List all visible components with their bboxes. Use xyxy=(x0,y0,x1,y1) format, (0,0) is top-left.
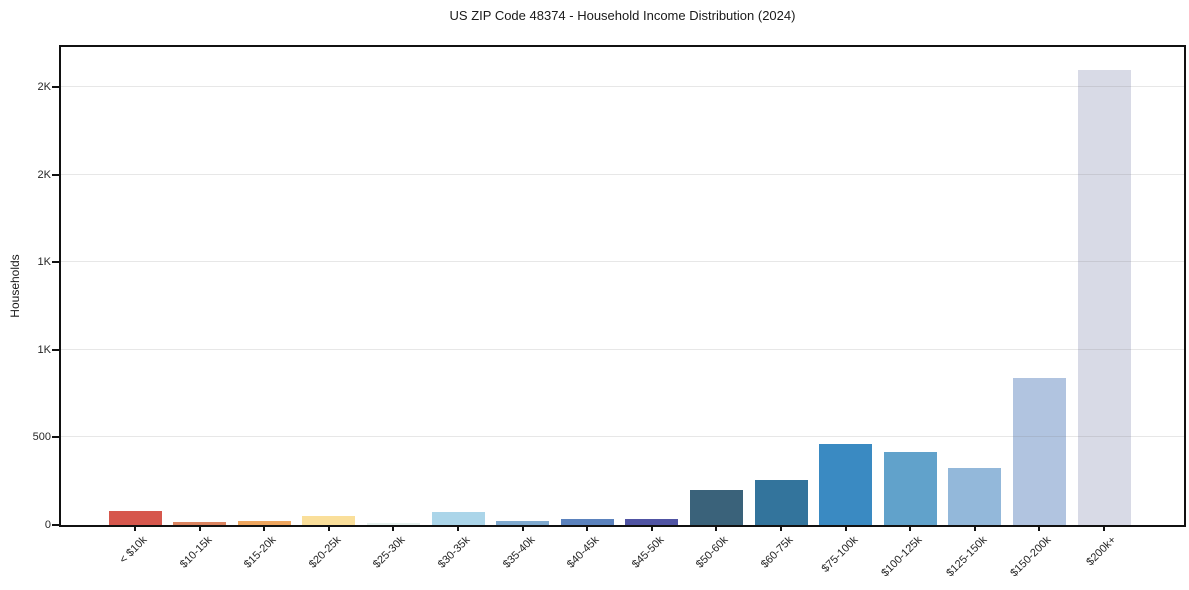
x-tick-label: $35-40k xyxy=(500,534,538,571)
x-tick-label: $75-100k xyxy=(819,534,861,575)
y-tick-mark xyxy=(52,261,59,264)
x-tick-label: $25-30k xyxy=(371,534,408,571)
x-tick-label: $40-45k xyxy=(565,534,602,571)
bar--200k+ xyxy=(1077,69,1131,525)
x-tick-mark xyxy=(263,525,266,531)
x-tick-label: $30-35k xyxy=(435,534,473,571)
y-tick-label: 2K xyxy=(37,168,51,181)
bar--50-60k xyxy=(689,489,743,525)
x-tick-mark xyxy=(1038,525,1041,531)
x-tick-label: $125-150k xyxy=(944,534,990,580)
x-tick-mark xyxy=(457,525,459,531)
bar--10k xyxy=(108,511,162,525)
y-tick-mark xyxy=(52,86,59,89)
y-tick-label: 1K xyxy=(37,343,51,356)
x-tick-mark xyxy=(586,525,589,531)
y-tick-label: 1K xyxy=(37,256,51,269)
bar--15-20k xyxy=(237,521,291,525)
x-tick-label: < $10k xyxy=(117,534,150,567)
x-tick-label: $20-25k xyxy=(306,534,344,571)
bar--25-30k xyxy=(366,522,420,525)
x-tick-mark xyxy=(327,525,330,531)
x-tick-mark xyxy=(844,525,847,531)
y-tick-mark xyxy=(52,436,59,439)
bar--150-200k xyxy=(1012,377,1066,525)
y-tick-mark xyxy=(52,348,59,351)
bar--30-35k xyxy=(431,512,485,525)
x-tick-mark xyxy=(973,525,976,531)
y-tick-label: 500 xyxy=(32,431,51,444)
bar--20-25k xyxy=(302,515,356,525)
x-tick-label: $60-75k xyxy=(758,534,796,571)
gridline-2000 xyxy=(61,173,1184,175)
x-tick-label: $45-50k xyxy=(629,534,667,571)
x-tick-label: $200k+ xyxy=(1084,534,1119,569)
x-tick-mark xyxy=(134,525,136,531)
bar--35-40k xyxy=(496,520,550,525)
x-tick-label: $10-15k xyxy=(177,534,215,571)
gridline-2500 xyxy=(61,86,1184,88)
x-tick-label: $50-60k xyxy=(694,534,731,571)
y-tick-mark xyxy=(52,173,59,176)
x-tick-mark xyxy=(392,525,395,531)
chart-title: US ZIP Code 48374 - Household Income Dis… xyxy=(449,8,796,23)
x-tick-mark xyxy=(521,525,524,531)
x-tick-mark xyxy=(715,525,718,531)
gridline-1500 xyxy=(61,261,1184,263)
x-tick-mark xyxy=(650,525,653,531)
x-tick-label: $150-200k xyxy=(1008,534,1054,580)
x-tick-mark xyxy=(909,525,912,531)
bar--75-100k xyxy=(819,443,873,525)
bar--40-45k xyxy=(560,518,614,525)
y-tick-mark xyxy=(52,524,59,526)
bar--125-150k xyxy=(948,468,1002,525)
x-tick-label: $100-125k xyxy=(879,534,925,580)
bar--45-50k xyxy=(625,518,679,525)
x-tick-label: $15-20k xyxy=(242,534,279,571)
plot-area: Households 0 500 1K 1K 2K 2K < $10k $10-15k $15-… xyxy=(8,45,1186,579)
gridline-1000 xyxy=(61,348,1184,350)
x-tick-mark xyxy=(198,525,201,531)
x-tick-mark xyxy=(780,525,782,531)
bar--10-15k xyxy=(173,521,227,525)
bar--60-75k xyxy=(754,480,808,525)
y-tick-label: 2K xyxy=(37,81,51,94)
bar--100-125k xyxy=(883,452,937,525)
y-tick-label: 0 xyxy=(44,519,51,531)
gridline-500 xyxy=(61,436,1184,438)
x-tick-mark xyxy=(1103,525,1105,531)
